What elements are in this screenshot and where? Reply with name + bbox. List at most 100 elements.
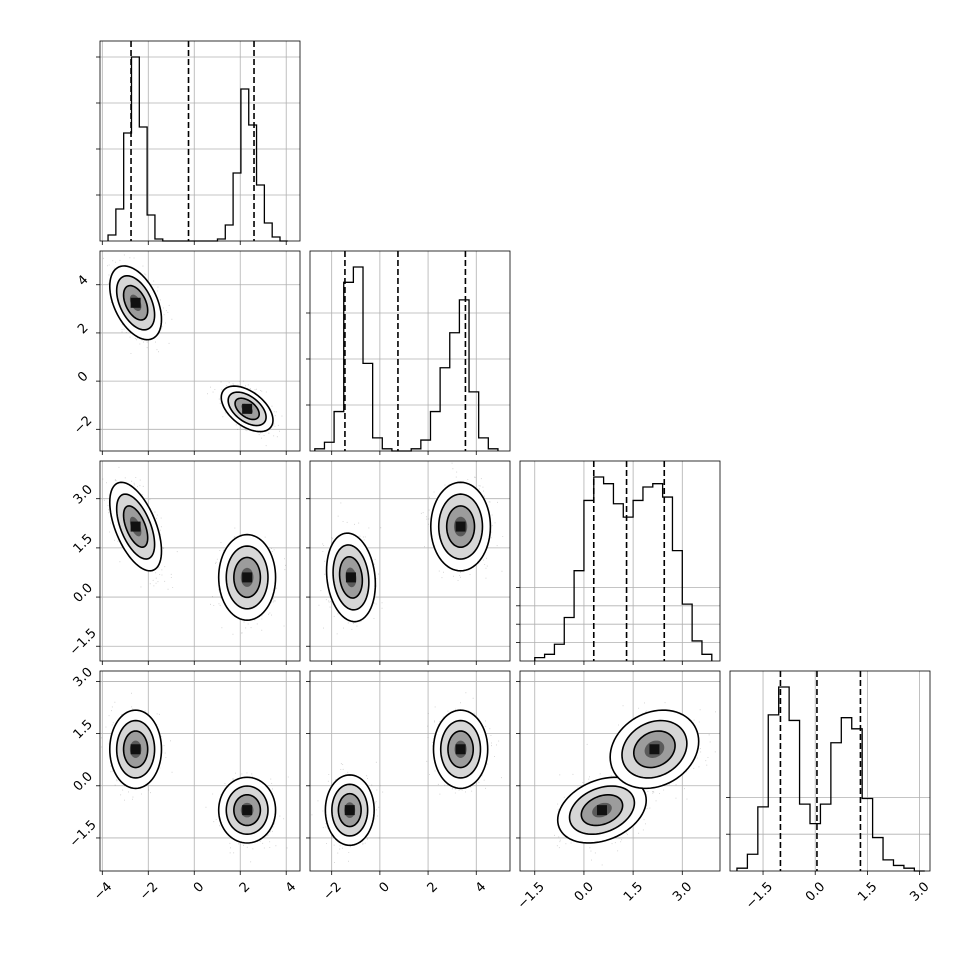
scatter-2-0-peak-bin xyxy=(130,521,141,532)
scatter-2-0: −1.5 0.0 1.5 3.0 xyxy=(67,460,301,665)
hist-3-x-tick-label: 1.5 xyxy=(855,879,880,904)
scatter-1-0-contour-line xyxy=(122,284,149,321)
scatter-3-2: −1.5 0.0 1.5 3.0 xyxy=(515,670,721,912)
scatter-1-0-peak-bin xyxy=(242,403,253,414)
scatter-3-2-x-tick-label: 0.0 xyxy=(572,879,597,904)
scatter-3-1-frame xyxy=(309,670,511,872)
scatter-2-0-contour-line xyxy=(217,533,277,621)
scatter-3-2-contour-line xyxy=(609,709,700,790)
scatter-2-1-frame xyxy=(309,460,511,662)
scatter-2-1 xyxy=(306,460,511,665)
scatter-2-0-contour-line xyxy=(108,481,163,572)
scatter-3-0-contour-line xyxy=(122,730,149,769)
hist-3: −1.5 0.0 1.5 3.0 xyxy=(726,670,933,912)
scatter-3-1-x-tick-label: −2 xyxy=(321,879,345,903)
scatter-3-1-x-tick-label: 2 xyxy=(425,879,441,895)
scatter-1-0-y-tick-label: −2 xyxy=(71,413,95,437)
scatter-2-0-contour-line xyxy=(233,556,262,599)
scatter-1-0-contour-line xyxy=(115,274,156,331)
scatter-3-0-y-tick-label: −1.5 xyxy=(67,818,100,851)
scatter-3-1-peak-bin xyxy=(344,805,355,816)
scatter-2-0-y-tick-label: 0.0 xyxy=(71,581,96,606)
scatter-3-2-x-tick-label: −1.5 xyxy=(515,879,548,912)
scatter-3-0-contour-line xyxy=(233,793,262,827)
scatter-3-0-frame xyxy=(99,670,301,872)
scatter-2-1-peak-bin xyxy=(455,521,466,532)
scatter-2-0-contour-line xyxy=(115,493,156,560)
hist-3-x-tick-label: 3.0 xyxy=(907,879,932,904)
scatter-2-1-contour-line xyxy=(332,544,370,611)
scatter-2-1-contour-line xyxy=(338,555,364,599)
scatter-2-1-plot-area xyxy=(318,462,504,635)
scatter-3-0-peak-bin xyxy=(130,744,141,755)
scatter-3-2-peak-bin xyxy=(649,744,660,755)
hist-0 xyxy=(96,40,301,245)
hist-3-x-tick-label: 0.0 xyxy=(803,879,828,904)
scatter-3-2-contour-line xyxy=(568,785,636,836)
hist-0-frame xyxy=(99,40,301,242)
scatter-1-0-y-tick-label: 0 xyxy=(75,369,91,385)
scatter-3-0-x-tick-label: 4 xyxy=(283,879,299,895)
scatter-2-0-peak-bin xyxy=(242,572,253,583)
scatter-3-0-contour-line xyxy=(108,709,163,790)
scatter-1-0-contour-line xyxy=(108,265,163,341)
scatter-3-0-peak-bin xyxy=(242,805,253,816)
hist-3-frame xyxy=(729,670,931,872)
scatter-3-0-x-tick-label: 2 xyxy=(237,879,253,895)
scatter-1-0-frame xyxy=(99,250,301,452)
scatter-2-0-contour-line xyxy=(225,545,269,610)
scatter-2-0-plot-area xyxy=(102,466,286,635)
hist-3-x-tick-label: −1.5 xyxy=(743,879,776,912)
scatter-3-2-plot-area xyxy=(554,702,716,866)
scatter-1-0-contour-line xyxy=(220,385,274,433)
scatter-3-0-plot-area xyxy=(101,692,289,863)
scatter-2-0-y-tick-label: 1.5 xyxy=(71,531,96,556)
scatter-3-0-x-tick-label: −2 xyxy=(137,879,161,903)
hist-3-step-line xyxy=(736,686,925,872)
hist-2 xyxy=(516,460,721,665)
scatter-1-0-y-tick-label: 4 xyxy=(75,273,91,289)
scatter-3-0: −4 −2 0 2 4 −1.5 0.0 1.5 3.0 xyxy=(67,665,301,904)
scatter-3-1-x-tick-label: 0 xyxy=(376,879,392,895)
scatter-1-0-contour-line xyxy=(227,391,267,427)
hist-1-frame xyxy=(309,250,511,452)
scatter-1-0-y-tick-label: 2 xyxy=(75,321,91,337)
scatter-3-2-contour-line xyxy=(621,719,688,779)
scatter-2-1-contour-line xyxy=(437,493,484,560)
scatter-3-1-x-tick-label: 4 xyxy=(473,879,489,895)
scatter-2-0-frame xyxy=(99,460,301,662)
scatter-3-0-x-tick-label: 0 xyxy=(191,879,207,895)
scatter-3-2-contour-line xyxy=(632,730,676,769)
scatter-1-0-peak-bin xyxy=(130,297,141,308)
scatter-3-0-contour-line xyxy=(225,785,269,836)
scatter-3-0-contour-line xyxy=(115,719,156,779)
scatter-3-1-contour-line xyxy=(331,783,369,837)
hist-1 xyxy=(306,250,511,455)
scatter-3-2-contour-line xyxy=(580,794,624,827)
hist-2-step-line xyxy=(534,476,713,661)
scatter-3-2-x-tick-label: 1.5 xyxy=(621,879,646,904)
scatter-3-2-frame xyxy=(519,670,721,872)
scatter-2-1-peak-bin xyxy=(345,572,356,583)
scatter-3-0-y-tick-label: 0.0 xyxy=(71,769,96,794)
scatter-3-0-y-tick-label: 3.0 xyxy=(71,665,96,690)
scatter-3-1-peak-bin xyxy=(455,744,466,755)
scatter-3-1-contour-line xyxy=(447,730,475,769)
scatter-1-0-contour-line xyxy=(234,397,261,421)
scatter-3-0-contour-line xyxy=(217,776,277,844)
scatter-3-2-peak-bin xyxy=(596,805,607,816)
scatter-3-1-plot-area xyxy=(311,692,502,864)
scatter-2-0-y-tick-label: −1.5 xyxy=(67,626,100,659)
scatter-3-1-contour-line xyxy=(337,792,362,828)
scatter-2-0-contour-line xyxy=(122,505,149,549)
scatter-3-1-contour-line xyxy=(432,709,489,790)
scatter-1-0-plot-area xyxy=(103,254,283,447)
scatter-3-1-contour-line xyxy=(324,774,375,847)
scatter-3-0-x-tick-label: −4 xyxy=(91,879,115,903)
scatter-3-1: −2 0 2 4 xyxy=(306,670,511,904)
scatter-2-0-y-tick-label: 3.0 xyxy=(71,482,96,507)
scatter-3-1-contour-line xyxy=(439,719,482,779)
scatter-2-1-contour-line xyxy=(429,481,492,572)
scatter-3-0-y-tick-label: 1.5 xyxy=(71,717,96,742)
